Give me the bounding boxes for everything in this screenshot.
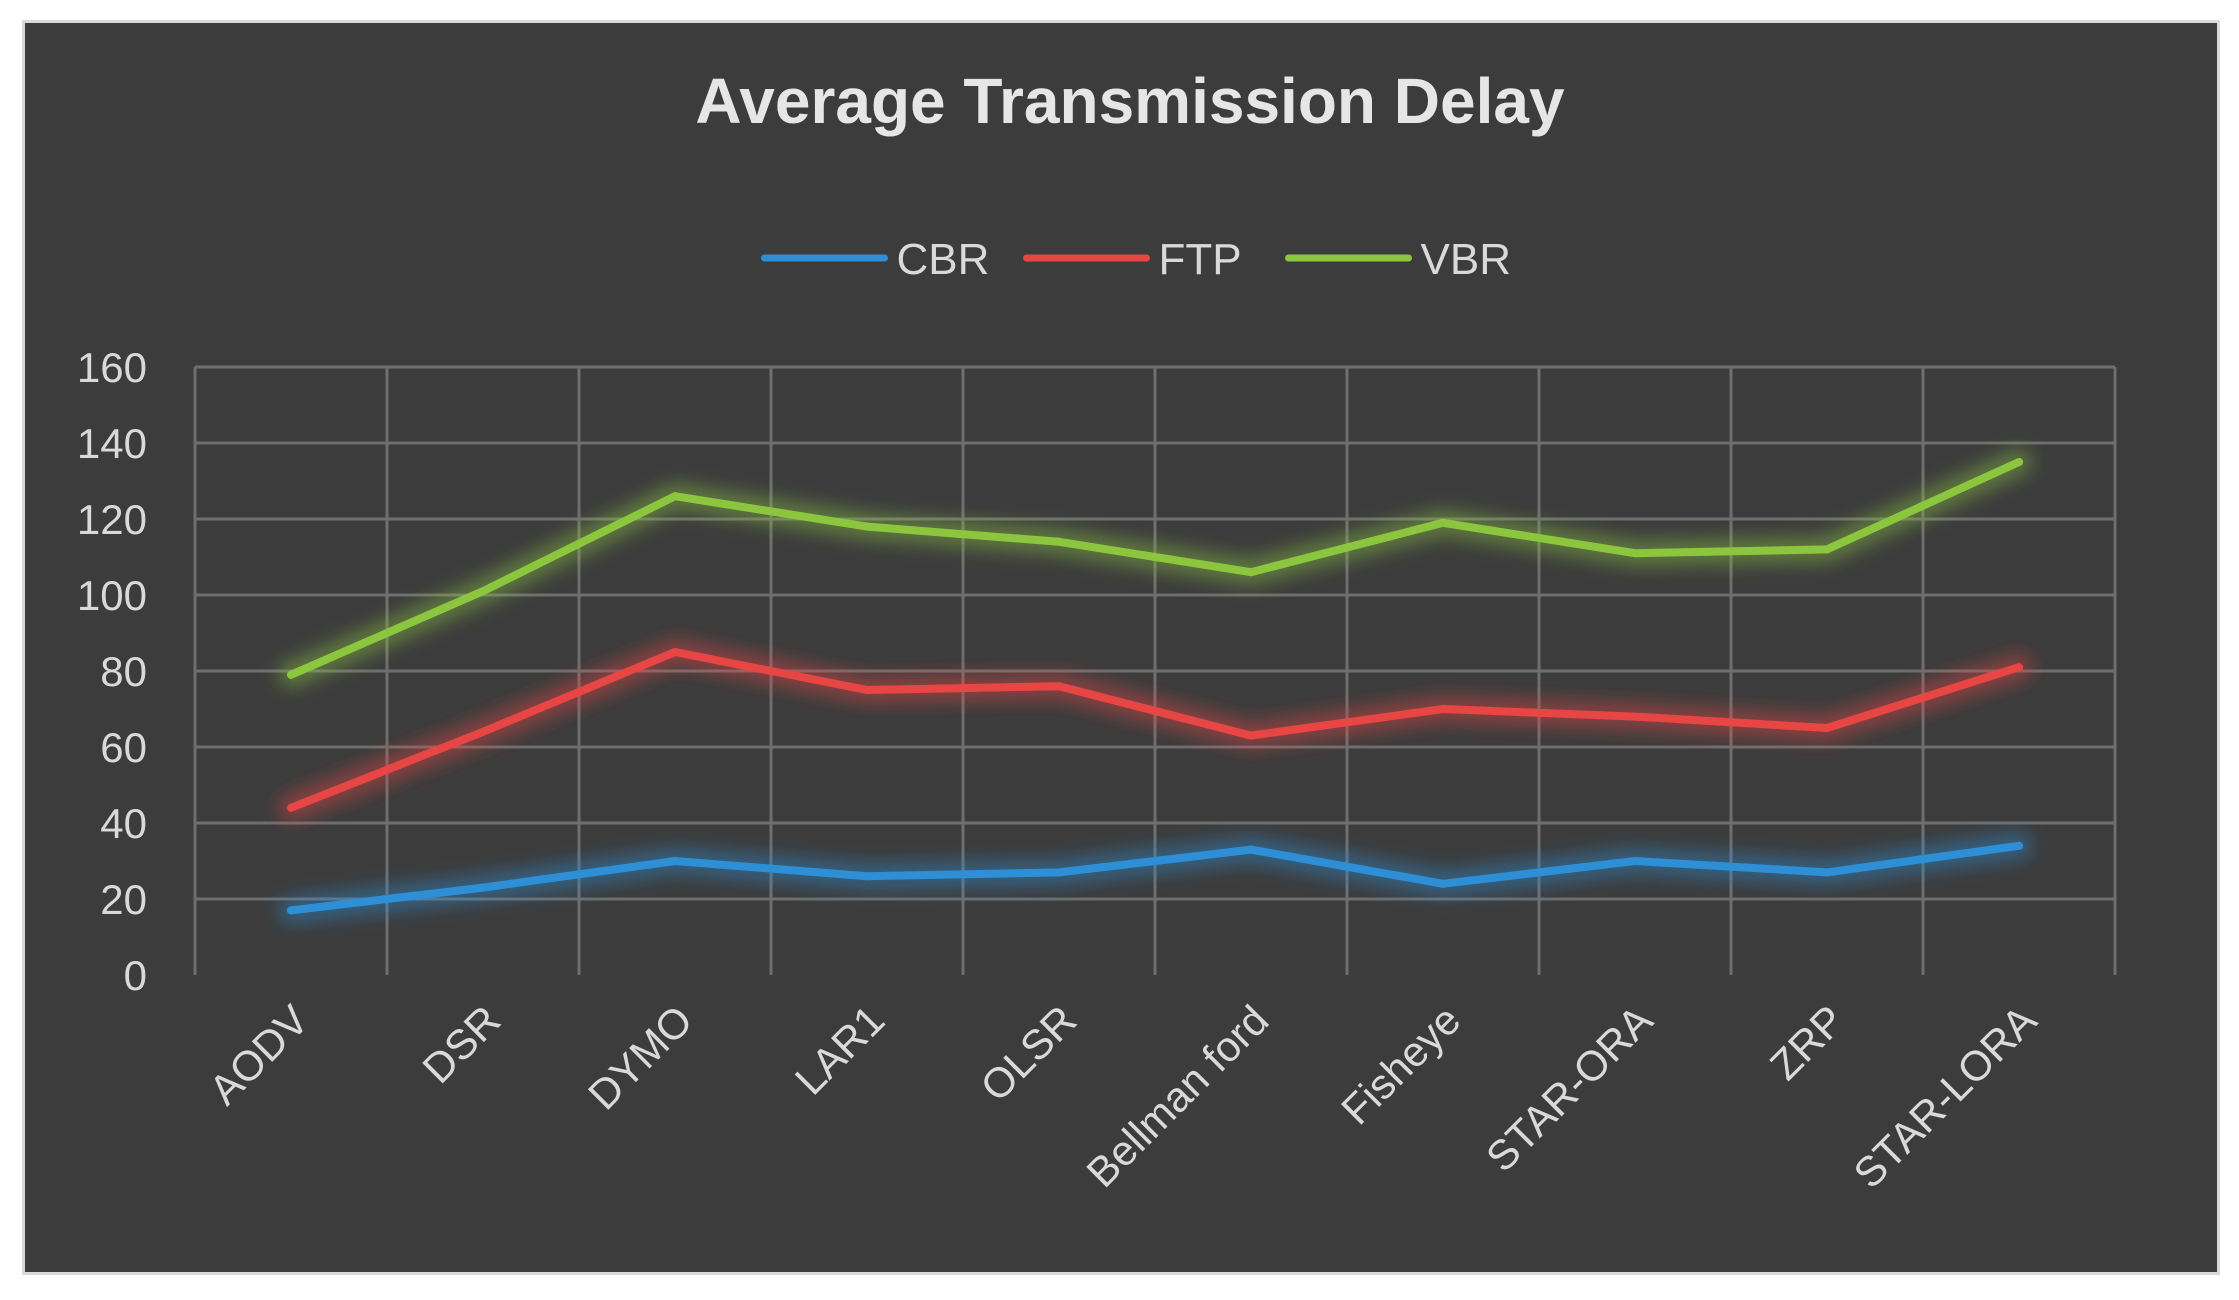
- series-line-cbr: [287, 841, 2023, 915]
- x-tick-label: AODV: [200, 996, 317, 1113]
- data-point-cbr: [1631, 857, 1639, 865]
- y-tick-label: 20: [100, 876, 147, 923]
- data-point-vbr: [479, 587, 487, 596]
- data-point-cbr: [2015, 841, 2023, 850]
- y-tick-label: 160: [77, 344, 147, 391]
- series-line-ftp: [287, 648, 2023, 812]
- chart-title: Average Transmission Delay: [695, 65, 1565, 137]
- data-point-cbr: [1055, 868, 1063, 877]
- x-tick-label: ZRP: [1761, 996, 1854, 1089]
- data-point-vbr: [1631, 549, 1639, 558]
- data-point-cbr: [1247, 845, 1255, 854]
- legend-label-cbr: CBR: [897, 235, 990, 284]
- series-line-vbr: [287, 458, 2023, 679]
- chart-legend: CBR FTP VBR: [761, 235, 1511, 284]
- x-tick-label: STAR-ORA: [1477, 996, 1661, 1180]
- data-point-vbr: [1823, 545, 1831, 554]
- data-point-vbr: [287, 670, 295, 679]
- data-point-cbr: [1823, 868, 1831, 877]
- x-tick-label: DYMO: [579, 996, 701, 1118]
- data-point-vbr: [2015, 458, 2023, 466]
- data-point-cbr: [863, 872, 871, 881]
- data-point-vbr: [863, 522, 871, 531]
- data-point-ftp: [1247, 731, 1255, 740]
- series-lines: [287, 458, 2023, 915]
- data-point-cbr: [1439, 879, 1447, 888]
- y-tick-label: 40: [100, 800, 147, 847]
- chart-canvas: Average Transmission Delay CBR FTP VBR 0 20…: [77, 65, 2117, 1197]
- x-tick-label: OLSR: [971, 996, 1085, 1110]
- data-point-vbr: [1055, 537, 1063, 546]
- data-point-ftp: [1055, 682, 1063, 691]
- data-point-ftp: [479, 727, 487, 736]
- data-point-vbr: [1439, 518, 1447, 527]
- data-point-vbr: [671, 492, 679, 501]
- data-point-vbr: [1247, 568, 1255, 577]
- x-tick-label: LAR1: [786, 996, 894, 1104]
- y-tick-label: 80: [100, 648, 147, 695]
- x-tick-label: DSR: [413, 996, 509, 1092]
- data-point-cbr: [671, 857, 679, 865]
- data-point-ftp: [1823, 724, 1831, 732]
- data-point-cbr: [287, 906, 295, 915]
- y-axis: 0 20 40 60 80 100 120 140 160: [77, 344, 147, 999]
- data-point-ftp: [287, 803, 295, 812]
- y-tick-label: 100: [77, 572, 147, 619]
- chart-frame: Average Transmission Delay CBR FTP VBR 0 20…: [22, 20, 2220, 1275]
- data-point-ftp: [863, 686, 871, 694]
- y-tick-label: 140: [77, 420, 147, 467]
- y-tick-label: 60: [100, 724, 147, 771]
- x-tick-label: STAR-LORA: [1844, 996, 2045, 1197]
- data-point-cbr: [479, 883, 487, 892]
- legend-label-ftp: FTP: [1159, 235, 1242, 284]
- data-point-ftp: [1439, 705, 1447, 713]
- x-tick-label: Fisheye: [1332, 996, 1469, 1133]
- y-tick-label: 120: [77, 496, 147, 543]
- data-point-ftp: [1631, 712, 1639, 721]
- x-tick-label: Bellman ford: [1077, 996, 1277, 1196]
- data-point-ftp: [2015, 663, 2023, 672]
- data-point-ftp: [671, 648, 679, 656]
- y-tick-label: 0: [124, 952, 147, 999]
- legend-label-vbr: VBR: [1421, 235, 1511, 284]
